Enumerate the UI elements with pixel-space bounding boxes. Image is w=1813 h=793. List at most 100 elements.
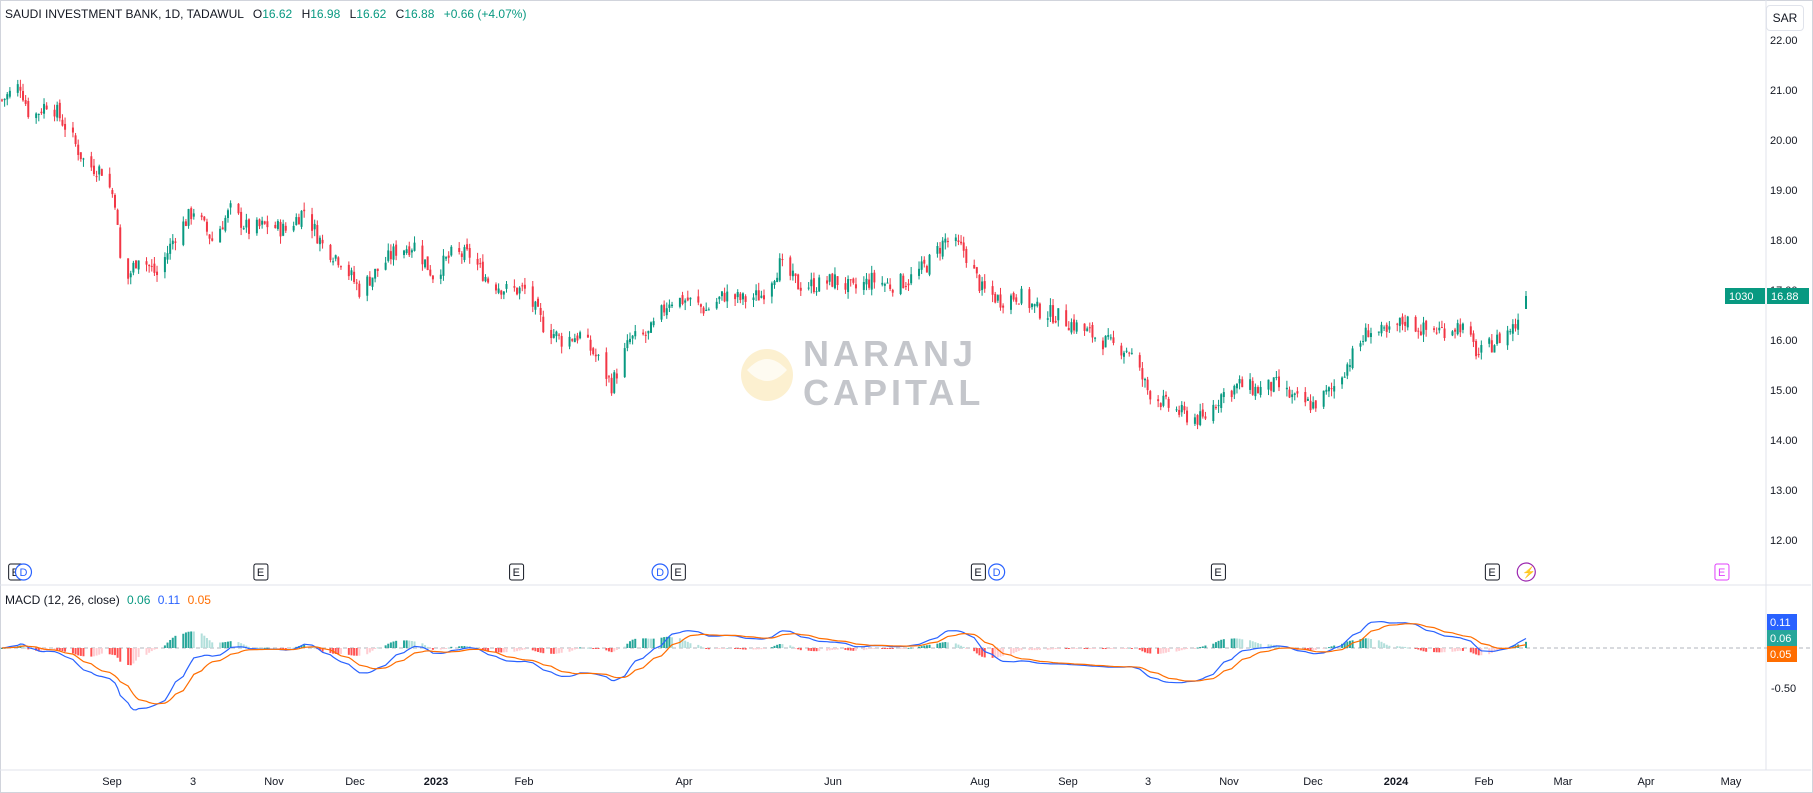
candle-body [702, 307, 705, 314]
candle-body [744, 296, 747, 302]
candle-body [1049, 305, 1052, 317]
candle-body [1054, 320, 1057, 323]
candle-body [163, 257, 166, 273]
candle-body [516, 287, 519, 295]
candle-body [1259, 386, 1262, 395]
macd-hist-bar [439, 648, 442, 650]
macd-hist-bar [723, 648, 726, 649]
candle-body [715, 301, 718, 309]
candle-body [1419, 331, 1422, 336]
last-price-tag-bg [1767, 288, 1809, 304]
candle-body [1385, 324, 1388, 332]
macd-hist-bar [108, 648, 111, 655]
macd-hist-bar [1233, 638, 1236, 648]
earnings-marker-icon [509, 563, 525, 581]
candle-body [923, 259, 926, 264]
candle-body [129, 273, 132, 278]
candle-body [368, 276, 371, 286]
macd-hist-bar [889, 648, 892, 649]
candle-body [531, 286, 534, 307]
macd-signal-value: 0.05 [187, 593, 211, 607]
x-tick-label: Dec [1303, 776, 1323, 788]
candle-body [355, 282, 358, 284]
macd-hist-bar [127, 648, 130, 665]
x-tick-label: Aug [970, 776, 990, 788]
candle-body [408, 246, 411, 256]
macd-hist-bar [807, 648, 810, 651]
x-tick-label: Mar [1554, 776, 1573, 788]
macd-hist-bar [1493, 648, 1496, 652]
symbol-title[interactable]: SAUDI INVESTMENT BANK, 1D, TADAWUL [5, 7, 244, 21]
candle-body [910, 274, 913, 284]
macd-hist-bar [1104, 648, 1107, 650]
macd-hist-bar [1459, 648, 1462, 651]
candle-body [1199, 411, 1202, 426]
macd-hist-bar [156, 648, 159, 649]
candle-body [904, 285, 907, 287]
macd-hist-bar [628, 641, 631, 648]
macd-hist-bar [1314, 648, 1317, 650]
macd-hist-bar [1165, 648, 1168, 653]
candle-body [763, 295, 765, 300]
candle-body [1141, 368, 1144, 380]
dividend-marker-icon [14, 563, 33, 581]
candle-body [247, 219, 250, 234]
candle-body [111, 190, 114, 195]
candle-body [1433, 328, 1436, 330]
macd-hist-bar [847, 648, 850, 651]
macd-hist-bar [1012, 648, 1015, 654]
macd-hist-bar [1306, 648, 1309, 651]
candle-body [668, 304, 671, 308]
candle-body [1125, 350, 1128, 352]
macd-hist-bar [1199, 646, 1202, 648]
candle-body [108, 173, 111, 188]
macd-hist-bar [1183, 648, 1186, 650]
candle-body [497, 288, 500, 293]
macd-hist-bar [384, 645, 387, 648]
macd-hist-bar [626, 643, 629, 648]
candle-body [424, 259, 427, 268]
macd-hist-bar [763, 648, 765, 649]
candle-body [1511, 324, 1514, 334]
candle-body [64, 123, 67, 130]
macd-hist-bar [960, 645, 963, 648]
macd-hist-bar [95, 648, 98, 656]
candle-body [1288, 389, 1291, 398]
candle-body [353, 271, 356, 283]
candle-body [689, 297, 692, 300]
macd-hist-bar [1212, 643, 1215, 648]
macd-hist-bar [579, 647, 582, 649]
macd-hist-bar [904, 648, 907, 649]
candle-body [1291, 394, 1294, 398]
candle-body [605, 352, 608, 379]
candle-body [770, 283, 773, 297]
candle-body [1451, 331, 1454, 336]
macd-hist-bar [247, 646, 250, 648]
macd-hist-bar [1435, 648, 1438, 653]
candle-body [303, 209, 306, 212]
macd-hist-bar [403, 640, 406, 648]
macd-hist-bar [1220, 639, 1223, 648]
candle-body [1138, 355, 1141, 368]
candle-body [902, 275, 905, 289]
candle-body [1304, 392, 1307, 403]
macd-hist-bar [303, 644, 306, 648]
macd-hist-bar [1067, 648, 1070, 649]
candle-body [1367, 330, 1370, 338]
x-tick-label: Apr [675, 776, 692, 788]
macd-legend[interactable]: MACD (12, 26, close) 0.06 0.11 0.05 [5, 593, 211, 607]
candle-body [755, 290, 758, 296]
macd-hist-bar [776, 644, 779, 648]
candle-body [597, 354, 600, 356]
candles [1, 79, 1527, 430]
candle-body [502, 291, 505, 295]
macd-hist-bar [928, 644, 931, 648]
candle-body [568, 336, 571, 347]
macd-hist-bar [240, 643, 243, 648]
currency-button[interactable]: SAR [1766, 5, 1804, 31]
macd-hist-bar [137, 648, 140, 658]
candle-body [1036, 301, 1039, 307]
macd-hist-bar [1146, 648, 1149, 654]
candle-body [403, 250, 406, 255]
